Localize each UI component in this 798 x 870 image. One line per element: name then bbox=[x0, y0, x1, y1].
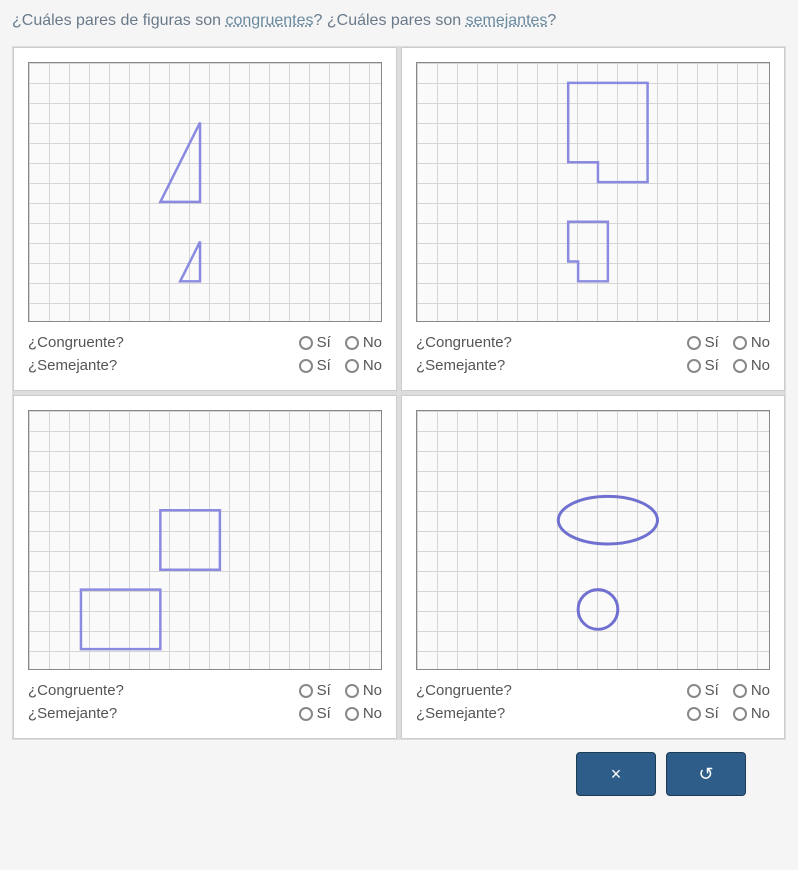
opt-congruent-no[interactable]: No bbox=[345, 334, 382, 351]
footer-buttons: × ↺ bbox=[12, 752, 786, 796]
opt-congruent-yes[interactable]: Sí bbox=[687, 682, 719, 699]
opt-label: Sí bbox=[317, 334, 331, 351]
answer-rows: ¿Congruente? Sí No ¿Semejante? Sí No bbox=[28, 334, 382, 374]
question-text: ¿Cuáles pares de figuras son congruentes… bbox=[12, 12, 786, 30]
opt-similar-no[interactable]: No bbox=[345, 357, 382, 374]
opt-label: Sí bbox=[705, 334, 719, 351]
panel-triangles: ¿Congruente? Sí No ¿Semejante? Sí No bbox=[13, 47, 397, 391]
row-congruent: ¿Congruente? Sí No bbox=[416, 334, 770, 351]
opt-label: No bbox=[363, 334, 382, 351]
radio-icon bbox=[345, 684, 359, 698]
opt-congruent-no[interactable]: No bbox=[733, 334, 770, 351]
opt-label: Sí bbox=[705, 682, 719, 699]
radio-icon bbox=[299, 336, 313, 350]
question-suffix: ? bbox=[547, 12, 556, 29]
opt-similar-yes[interactable]: Sí bbox=[687, 357, 719, 374]
shapes-ellipse-circle bbox=[417, 411, 769, 669]
radio-icon bbox=[733, 359, 747, 373]
label-similar: ¿Semejante? bbox=[28, 357, 285, 374]
opt-label: No bbox=[363, 682, 382, 699]
grid-squares bbox=[28, 410, 382, 670]
shapes-squares bbox=[29, 411, 381, 669]
opt-label: No bbox=[363, 705, 382, 722]
opt-label: No bbox=[363, 357, 382, 374]
label-similar: ¿Semejante? bbox=[416, 357, 673, 374]
radio-icon bbox=[299, 707, 313, 721]
label-congruent: ¿Congruente? bbox=[416, 682, 673, 699]
opt-label: Sí bbox=[317, 682, 331, 699]
answer-rows: ¿Congruente? Sí No ¿Semejante? Sí No bbox=[416, 682, 770, 722]
answer-rows: ¿Congruente? Sí No ¿Semejante? Sí No bbox=[28, 682, 382, 722]
label-congruent: ¿Congruente? bbox=[28, 334, 285, 351]
grid-ellipse-circle bbox=[416, 410, 770, 670]
grid-l-shapes bbox=[416, 62, 770, 322]
cancel-button[interactable]: × bbox=[576, 752, 656, 796]
opt-label: No bbox=[751, 357, 770, 374]
question-prefix: ¿Cuáles pares de figuras son bbox=[12, 12, 225, 29]
radio-icon bbox=[687, 336, 701, 350]
label-congruent: ¿Congruente? bbox=[416, 334, 673, 351]
row-similar: ¿Semejante? Sí No bbox=[416, 357, 770, 374]
row-congruent: ¿Congruente? Sí No bbox=[28, 682, 382, 699]
radio-icon bbox=[345, 359, 359, 373]
opt-label: No bbox=[751, 682, 770, 699]
shapes-triangles bbox=[29, 63, 381, 321]
cancel-icon: × bbox=[611, 764, 622, 785]
row-similar: ¿Semejante? Sí No bbox=[28, 705, 382, 722]
label-congruent: ¿Congruente? bbox=[28, 682, 285, 699]
panels-grid: ¿Congruente? Sí No ¿Semejante? Sí No ¿Co… bbox=[12, 46, 786, 740]
radio-icon bbox=[687, 684, 701, 698]
opt-label: Sí bbox=[705, 705, 719, 722]
radio-icon bbox=[733, 707, 747, 721]
grid-triangles bbox=[28, 62, 382, 322]
opt-similar-no[interactable]: No bbox=[345, 705, 382, 722]
opt-similar-yes[interactable]: Sí bbox=[299, 357, 331, 374]
panel-ellipse-circle: ¿Congruente? Sí No ¿Semejante? Sí No bbox=[401, 395, 785, 739]
radio-icon bbox=[345, 707, 359, 721]
opt-congruent-yes[interactable]: Sí bbox=[299, 334, 331, 351]
opt-similar-yes[interactable]: Sí bbox=[687, 705, 719, 722]
radio-icon bbox=[733, 684, 747, 698]
opt-congruent-no[interactable]: No bbox=[733, 682, 770, 699]
shapes-l-shapes bbox=[417, 63, 769, 321]
opt-congruent-yes[interactable]: Sí bbox=[299, 682, 331, 699]
row-congruent: ¿Congruente? Sí No bbox=[28, 334, 382, 351]
panel-squares: ¿Congruente? Sí No ¿Semejante? Sí No bbox=[13, 395, 397, 739]
opt-congruent-yes[interactable]: Sí bbox=[687, 334, 719, 351]
row-similar: ¿Semejante? Sí No bbox=[28, 357, 382, 374]
opt-similar-no[interactable]: No bbox=[733, 357, 770, 374]
radio-icon bbox=[299, 359, 313, 373]
answer-rows: ¿Congruente? Sí No ¿Semejante? Sí No bbox=[416, 334, 770, 374]
label-similar: ¿Semejante? bbox=[416, 705, 673, 722]
radio-icon bbox=[345, 336, 359, 350]
opt-similar-yes[interactable]: Sí bbox=[299, 705, 331, 722]
radio-icon bbox=[299, 684, 313, 698]
reset-button[interactable]: ↺ bbox=[666, 752, 746, 796]
label-similar: ¿Semejante? bbox=[28, 705, 285, 722]
keyword-semejantes[interactable]: semejantes bbox=[466, 12, 548, 29]
radio-icon bbox=[687, 359, 701, 373]
opt-label: Sí bbox=[705, 357, 719, 374]
opt-label: Sí bbox=[317, 705, 331, 722]
radio-icon bbox=[687, 707, 701, 721]
row-similar: ¿Semejante? Sí No bbox=[416, 705, 770, 722]
row-congruent: ¿Congruente? Sí No bbox=[416, 682, 770, 699]
opt-label: No bbox=[751, 705, 770, 722]
reset-icon: ↺ bbox=[698, 764, 713, 785]
opt-similar-no[interactable]: No bbox=[733, 705, 770, 722]
opt-congruent-no[interactable]: No bbox=[345, 682, 382, 699]
panel-l-shapes: ¿Congruente? Sí No ¿Semejante? Sí No bbox=[401, 47, 785, 391]
keyword-congruentes[interactable]: congruentes bbox=[225, 12, 313, 29]
question-middle: ? ¿Cuáles pares son bbox=[314, 12, 466, 29]
radio-icon bbox=[733, 336, 747, 350]
opt-label: No bbox=[751, 334, 770, 351]
opt-label: Sí bbox=[317, 357, 331, 374]
